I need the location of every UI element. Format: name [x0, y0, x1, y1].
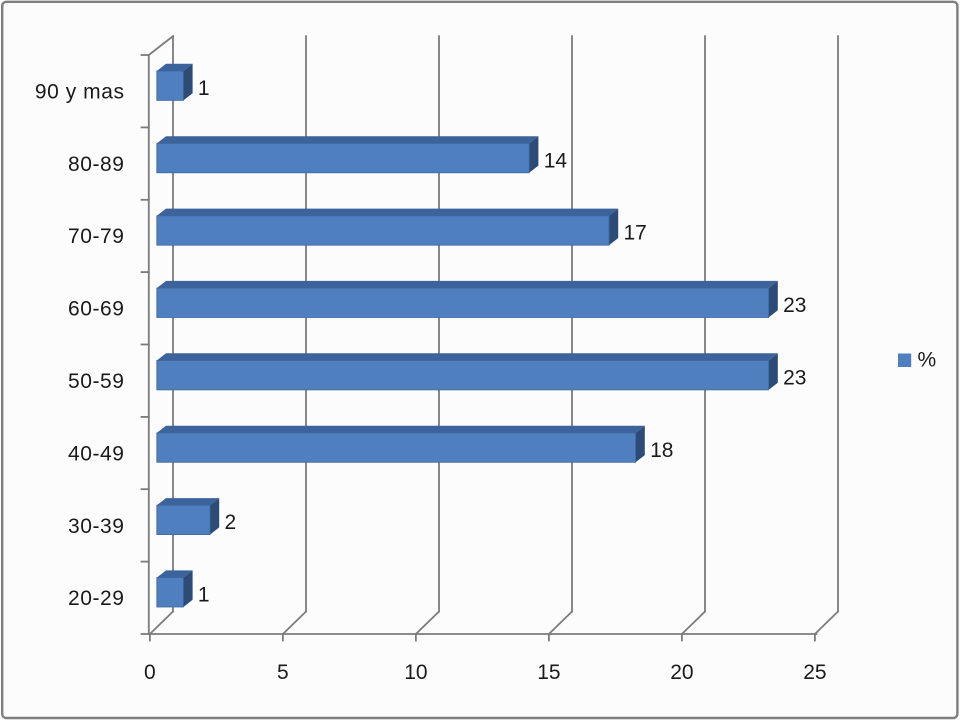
svg-text:0: 0	[144, 661, 156, 684]
svg-text:14: 14	[544, 149, 568, 172]
svg-text:1: 1	[198, 584, 210, 607]
svg-text:80-89: 80-89	[68, 153, 124, 176]
svg-text:25: 25	[803, 661, 826, 684]
svg-text:90 y mas: 90 y mas	[35, 81, 125, 104]
svg-text:%: %	[918, 349, 937, 372]
svg-text:23: 23	[783, 366, 806, 389]
svg-text:17: 17	[624, 222, 647, 245]
svg-text:5: 5	[277, 661, 289, 684]
svg-text:1: 1	[198, 77, 210, 100]
svg-text:18: 18	[650, 439, 673, 462]
svg-text:70-79: 70-79	[68, 225, 124, 248]
svg-text:20-29: 20-29	[68, 587, 124, 610]
svg-text:23: 23	[783, 294, 806, 317]
svg-text:50-59: 50-59	[68, 370, 124, 393]
svg-text:20: 20	[670, 661, 693, 684]
svg-text:60-69: 60-69	[68, 298, 124, 321]
svg-text:30-39: 30-39	[68, 515, 124, 538]
svg-text:2: 2	[225, 511, 237, 534]
svg-text:40-49: 40-49	[68, 442, 124, 465]
svg-text:15: 15	[537, 661, 560, 684]
svg-text:10: 10	[404, 661, 427, 684]
